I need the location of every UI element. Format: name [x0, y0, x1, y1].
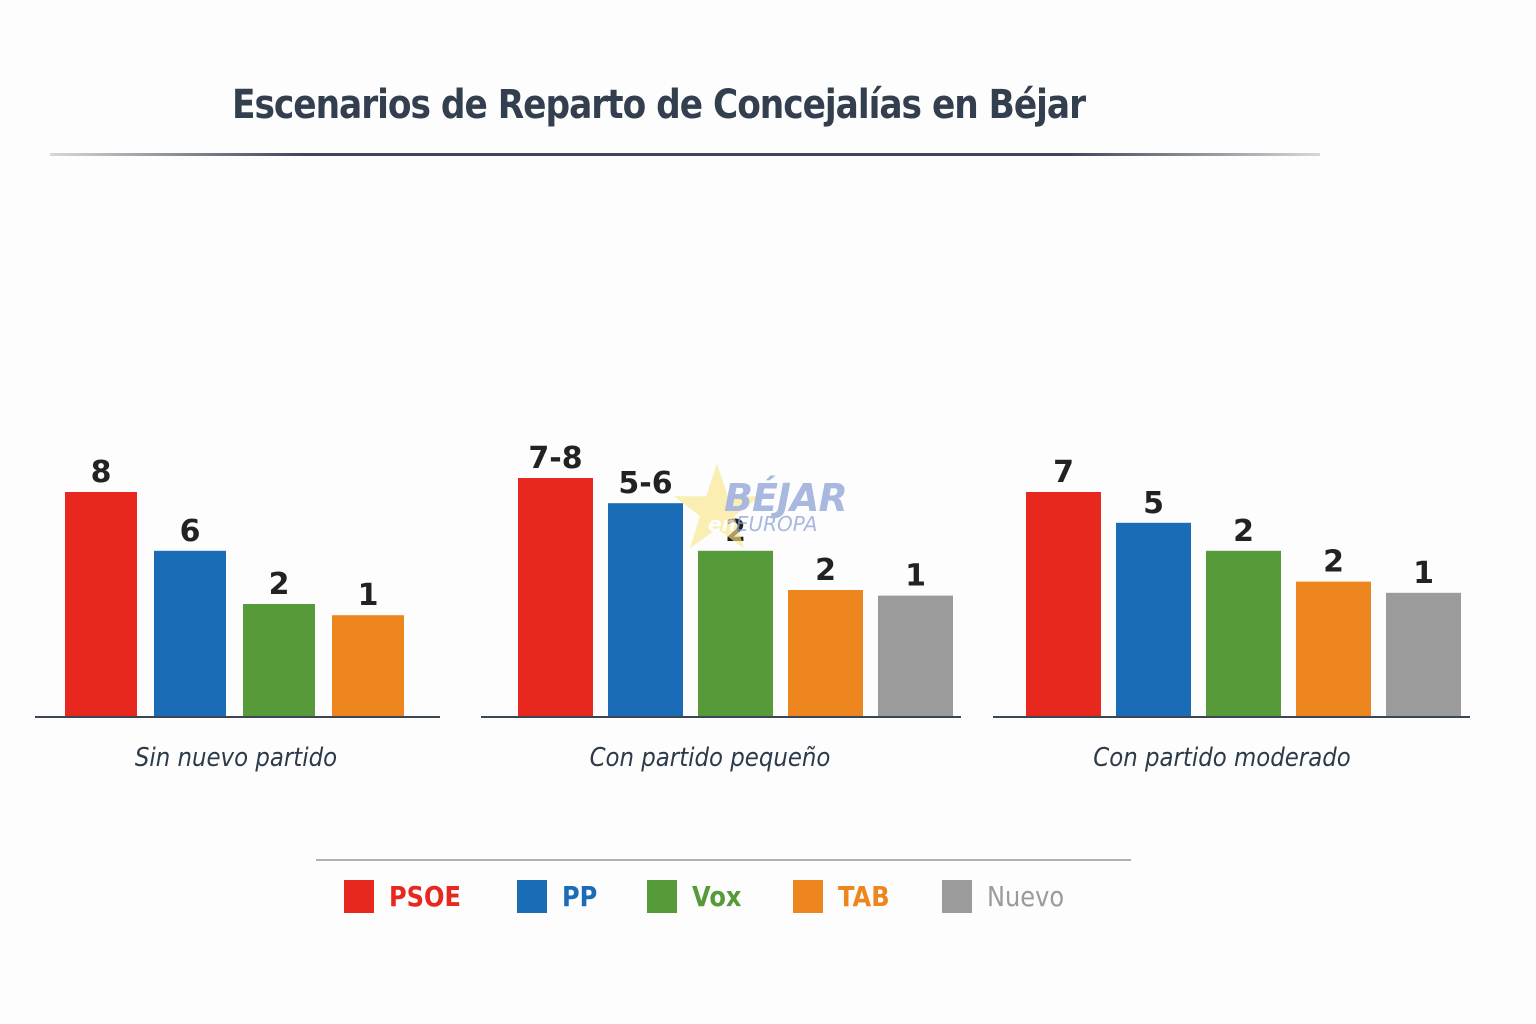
- bar-pp: [154, 550, 226, 716]
- bar-vox: [243, 604, 315, 716]
- title-divider: [50, 153, 1320, 156]
- legend-item-tab: TAB: [793, 880, 898, 913]
- data-label: 5-6: [618, 466, 672, 501]
- data-label: 7: [1053, 455, 1074, 490]
- legend-item-psoe: PSOE: [344, 880, 473, 913]
- legend-label: PSOE: [389, 880, 461, 913]
- legend-item-pp: PP: [516, 880, 603, 913]
- data-label: 7-8: [528, 441, 582, 476]
- data-label: 1: [1413, 556, 1434, 591]
- data-label: 2: [269, 567, 290, 602]
- bar-pp: [1116, 522, 1191, 716]
- legend-swatch: [646, 880, 677, 913]
- bar-vox: [698, 550, 773, 716]
- category-label: Con partido moderado: [1093, 742, 1350, 773]
- bar-pp: [608, 503, 683, 716]
- data-label: 2: [725, 514, 746, 549]
- legend-label: TAB: [838, 880, 890, 913]
- data-label: 6: [180, 514, 201, 549]
- chart-title: Escenarios de Reparto de Concejalías en …: [232, 82, 1086, 128]
- legend-item-vox: Vox: [646, 880, 749, 913]
- bar-psoe: [1026, 492, 1101, 716]
- bar-psoe: [518, 478, 593, 716]
- bar-vox: [1206, 550, 1281, 716]
- data-label: 1: [358, 578, 379, 613]
- category-label: Sin nuevo partido: [135, 742, 337, 773]
- legend-divider: [316, 859, 1131, 861]
- data-label: 5: [1143, 486, 1164, 521]
- bar-nuevo: [878, 595, 953, 716]
- legend-label: PP: [561, 880, 597, 913]
- data-label: 8: [91, 455, 112, 490]
- legend-swatch: [942, 880, 973, 913]
- legend-item-nuevo: Nuevo: [942, 880, 1077, 913]
- category-label: Con partido pequeño: [590, 742, 831, 773]
- bar-psoe: [65, 492, 137, 716]
- legend-swatch: [344, 880, 374, 913]
- legend-swatch: [793, 880, 824, 913]
- legend-swatch: [516, 880, 547, 913]
- legend: PSOE PP Vox TAB Nuevo: [344, 880, 1121, 913]
- bar-tab: [1296, 581, 1371, 716]
- bar-tab: [788, 590, 863, 716]
- data-label: 1: [905, 559, 926, 594]
- data-label: 2: [1233, 514, 1254, 549]
- bar-nuevo: [1386, 592, 1461, 716]
- data-label: 2: [815, 553, 836, 588]
- legend-label: Vox: [691, 880, 742, 913]
- data-label: 2: [1323, 545, 1344, 580]
- bar-tab: [332, 615, 404, 716]
- legend-label: Nuevo: [987, 880, 1065, 913]
